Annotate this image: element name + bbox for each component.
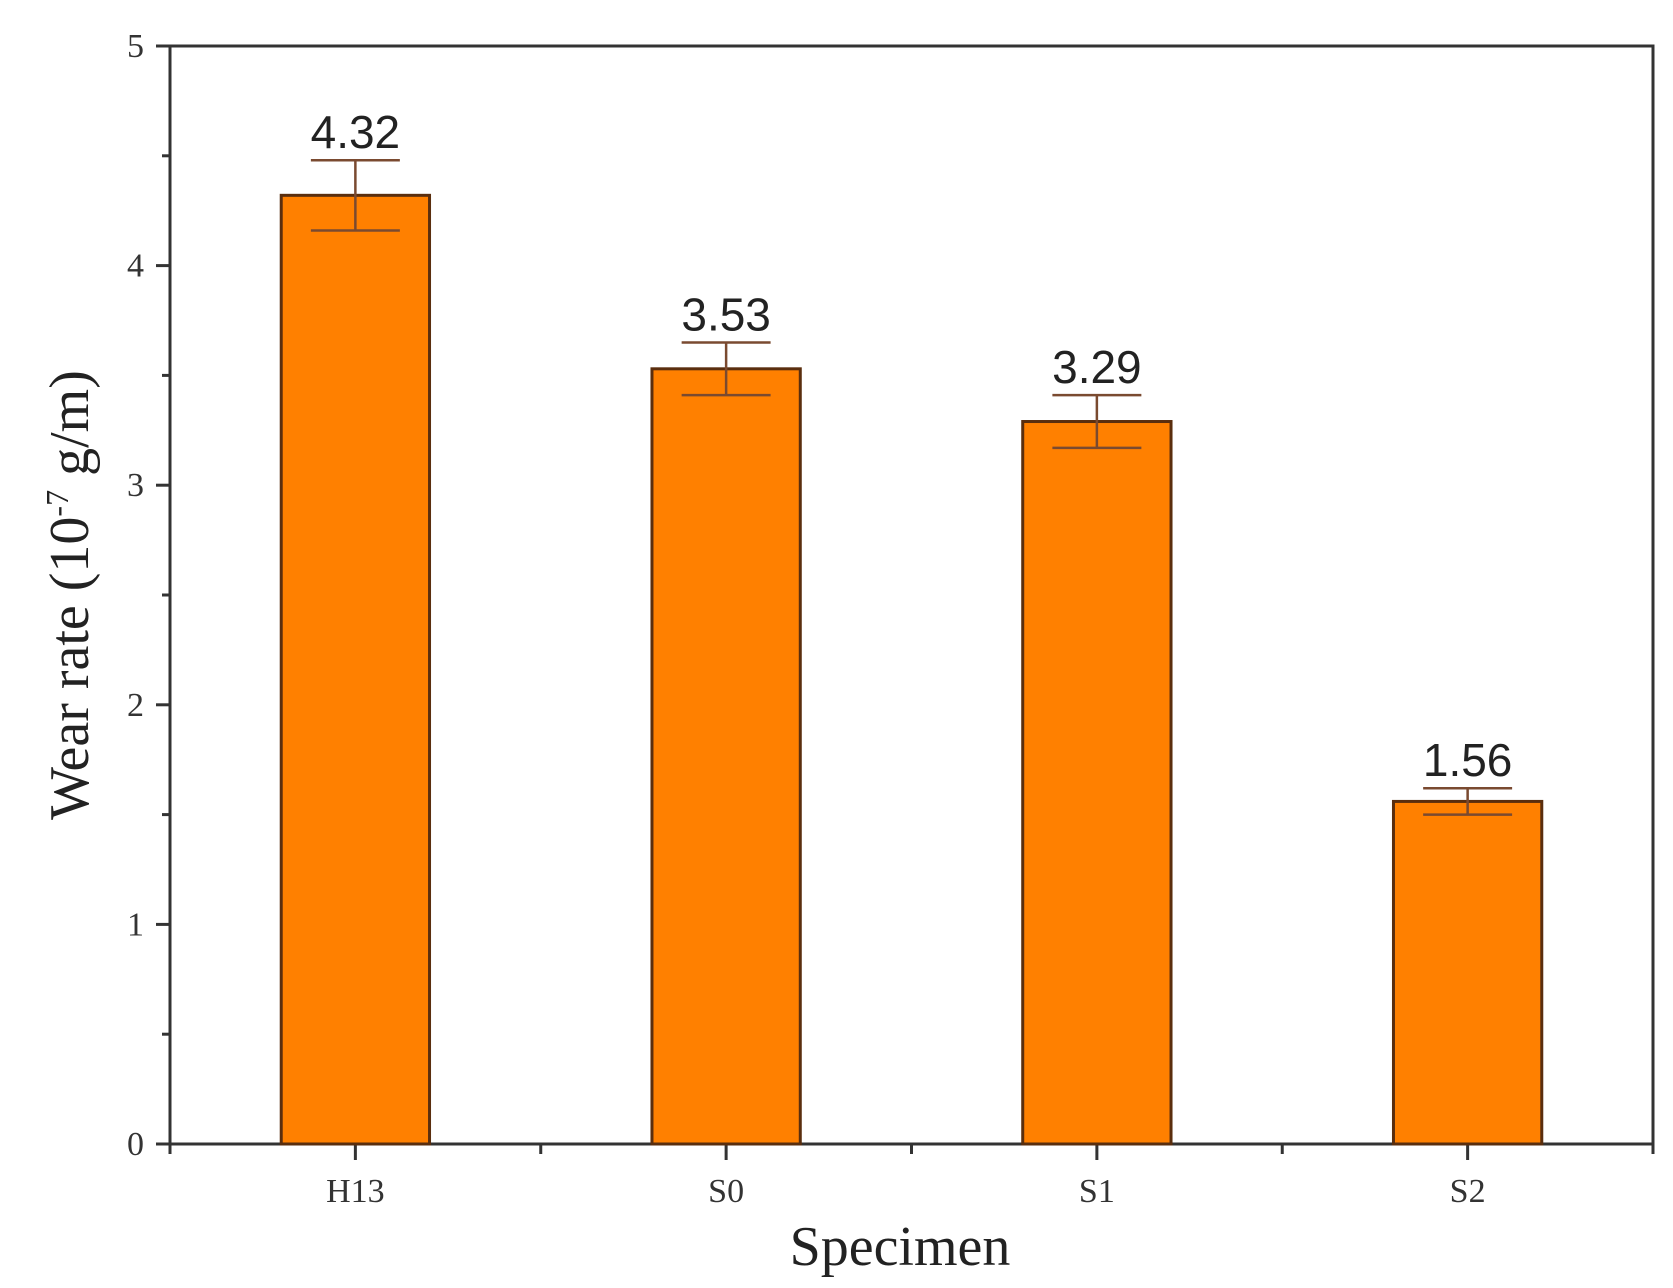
- x-axis-title: Specimen: [790, 1216, 1011, 1278]
- bar-series: [279, 158, 1544, 1146]
- bar: [650, 367, 802, 1146]
- y-tick-label: 1: [127, 906, 144, 943]
- y-tick-label: 2: [127, 687, 144, 724]
- x-tick-label: H13: [326, 1173, 385, 1210]
- y-axis-title-group: Wear rate (10-7 g/m): [39, 370, 101, 820]
- y-axis-title-prefix: Wear rate (10: [39, 517, 101, 820]
- y-tick-label: 0: [127, 1126, 144, 1163]
- bar-value-label: 3.29: [1052, 341, 1142, 393]
- x-tick-label: S0: [708, 1173, 744, 1210]
- x-tick-label: S2: [1450, 1173, 1486, 1210]
- bar: [279, 193, 432, 1146]
- y-tick-label: 4: [127, 248, 144, 285]
- bar-value-label: 3.53: [681, 288, 771, 340]
- bar-value-label: 1.56: [1423, 734, 1513, 786]
- y-axis-title-exponent: -7: [39, 490, 75, 517]
- bar: [1021, 420, 1173, 1146]
- data-labels: 4.32 3.53 3.29 1.56: [311, 106, 1513, 786]
- bar: [1391, 799, 1544, 1146]
- y-axis-title-suffix: g/m): [39, 370, 101, 490]
- bar-value-label: 4.32: [311, 106, 401, 158]
- x-axis: H13 S0 S1 S2: [168, 1144, 1655, 1210]
- y-tick-label: 5: [127, 28, 144, 65]
- y-axis: 0 1 2 3 4 5: [127, 28, 170, 1163]
- y-tick-label: 3: [127, 467, 144, 504]
- y-axis-title: Wear rate (10-7 g/m): [39, 370, 101, 820]
- x-tick-label: S1: [1079, 1173, 1115, 1210]
